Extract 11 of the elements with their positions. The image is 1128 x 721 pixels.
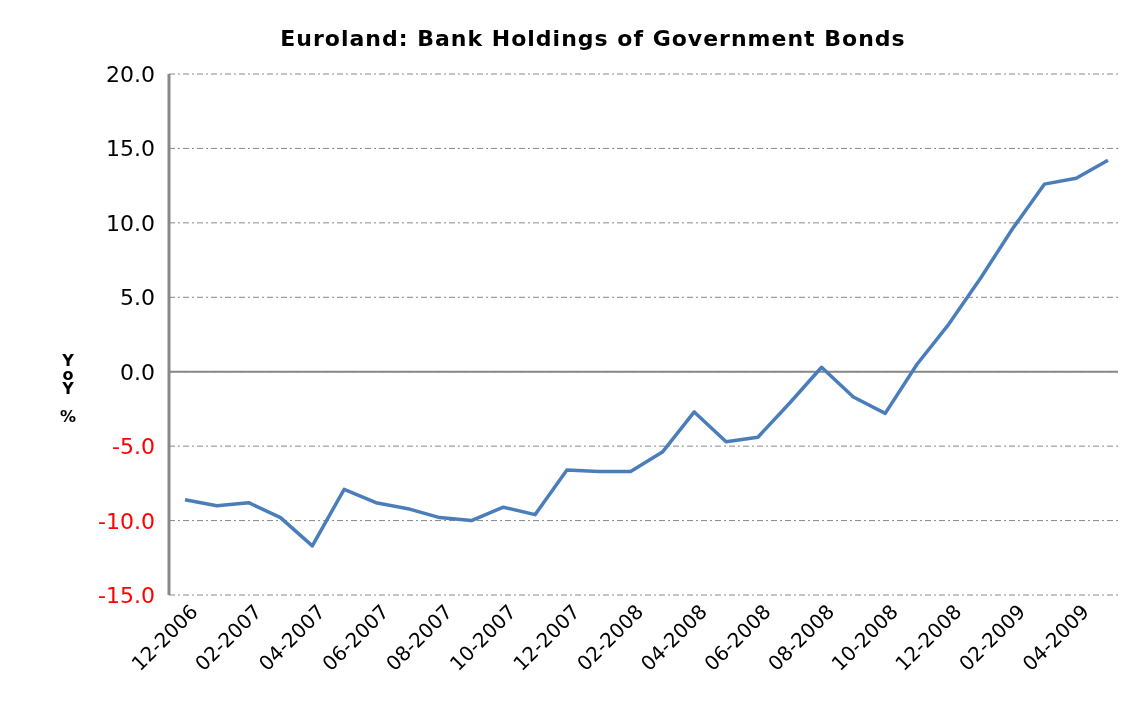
y-tick-label: -15.0 <box>98 583 155 608</box>
y-tick-label: 15.0 <box>106 136 155 162</box>
y-tick-label: 20.0 <box>106 62 155 87</box>
y-tick-label: 0.0 <box>120 359 155 385</box>
line-series <box>183 158 1110 548</box>
y-tick-label: -10.0 <box>98 508 155 534</box>
chart-title: Euroland: Bank Holdings of Government Bonds <box>279 25 907 53</box>
y-tick-label: -5.0 <box>112 434 155 460</box>
y-axis-title: YoY % <box>59 351 77 426</box>
y-tick-label: 5.0 <box>120 285 155 311</box>
y-tick-label: 10.0 <box>106 210 155 236</box>
